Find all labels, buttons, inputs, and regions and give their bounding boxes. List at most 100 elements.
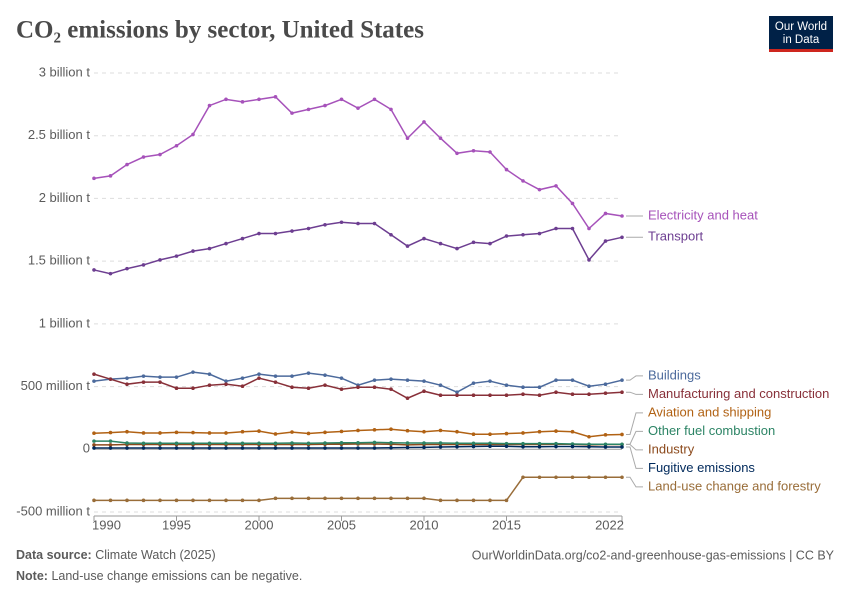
data-point [603,211,608,216]
data-point [455,393,459,398]
data-point [224,379,228,383]
data-point [455,498,459,503]
data-point [339,440,344,445]
data-point [191,249,195,253]
data-point [323,430,327,435]
data-point [92,176,96,181]
data-point [141,380,146,384]
data-point [422,429,426,434]
data-point [537,441,542,446]
logo[interactable]: Our World in Data [769,16,833,52]
data-point [521,392,525,397]
data-point [488,379,492,383]
data-point [471,498,476,503]
data-point [504,383,509,387]
data-point [273,231,278,236]
data-point [356,385,360,389]
data-point [125,441,129,445]
data-point [455,246,459,251]
data-point [92,439,96,443]
y-tick-label: 1 billion t [39,315,91,330]
data-point [438,428,443,433]
data-point [339,97,344,102]
data-point [158,375,162,379]
data-point [438,241,443,246]
y-tick-label: 3 billion t [39,64,91,79]
data-point [339,220,344,225]
data-point [273,374,278,378]
data-point [570,201,575,206]
data-point [455,151,459,156]
data-point [339,429,344,434]
data-point [389,440,393,445]
data-point [438,136,443,141]
x-tick-label: 2015 [492,517,521,532]
data-point [158,431,162,435]
data-point [273,446,278,450]
data-point [422,441,426,445]
data-point [108,174,113,178]
data-point [290,385,294,389]
data-point [471,432,476,437]
data-point [422,389,426,394]
note-label: Note: [16,569,48,583]
data-point [306,226,311,231]
data-point [603,382,608,386]
data-point [92,268,96,272]
data-point [521,385,525,389]
data-point [488,432,492,437]
data-point [570,392,575,397]
data-point [422,445,426,450]
data-point [290,111,294,115]
x-tick-label: 2010 [410,517,439,532]
data-point [273,441,278,446]
data-point [405,441,410,445]
data-point [455,441,459,446]
data-point [372,378,377,382]
data-point [207,498,212,503]
data-point [141,374,146,378]
note-text: Land-use change emissions can be negativ… [51,569,302,583]
data-point [372,385,377,389]
data-point [257,97,261,102]
label-connector [626,375,643,381]
data-point [603,391,608,396]
data-point [389,387,393,392]
data-point [125,498,129,503]
data-point [158,446,162,450]
data-point [603,475,608,480]
data-point [141,263,146,267]
data-point [537,475,542,480]
data-point [372,440,377,445]
y-tick-label: 0 [83,441,90,456]
logo-text: in Data [783,34,820,46]
data-point [620,445,624,449]
data-point [174,441,179,446]
data-point [257,441,261,446]
series-line [93,96,623,230]
data-point [504,431,509,436]
data-point [240,376,245,380]
data-point [537,429,542,434]
data-point [323,383,327,387]
chart-title: CO₂ emissions by sector, United States [16,17,424,44]
data-point [603,445,608,449]
data-point [603,239,608,243]
data-point [273,432,278,436]
data-point [405,136,410,141]
data-point [125,382,129,386]
data-point [339,376,344,380]
url[interactable]: OurWorldinData.org/co2-and-greenhouse-ga… [472,548,835,562]
data-point [240,441,245,446]
data-point [488,150,492,154]
data-point [191,430,195,435]
label-connector [626,391,643,395]
data-point [438,441,443,445]
data-point [108,443,113,447]
data-point [339,446,344,450]
data-point [438,498,443,503]
legend-label: Manufacturing and construction [648,386,829,401]
source-text: Climate Watch (2025) [95,548,215,562]
data-point [570,378,575,382]
data-point [488,241,492,246]
